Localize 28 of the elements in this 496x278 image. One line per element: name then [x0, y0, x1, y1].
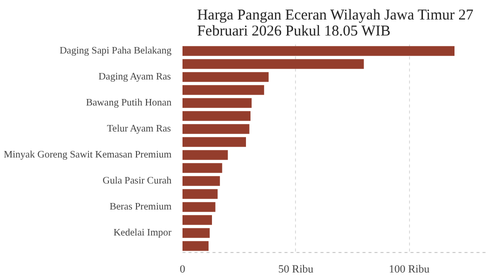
bar: [182, 163, 222, 173]
bar: [182, 241, 209, 251]
bar: [182, 72, 269, 82]
x-tick-label: 50 Ribu: [278, 264, 314, 276]
y-tick-label: Beras Premium: [110, 202, 172, 212]
bar: [182, 137, 246, 147]
bar: [182, 111, 250, 121]
y-tick-label: Gula Pasir Curah: [102, 176, 172, 186]
bar: [182, 228, 210, 238]
bar: [182, 215, 212, 225]
y-tick-label: Bawang Putih Honan: [86, 98, 172, 108]
bar: [182, 59, 364, 69]
bar: [182, 85, 264, 95]
bar: [182, 98, 252, 108]
bar: [182, 176, 220, 186]
y-tick-label: Kedelai Impor: [113, 228, 172, 238]
bar: [182, 202, 216, 212]
y-tick-label: Minyak Goreng Sawit Kemasan Premium: [4, 150, 172, 160]
x-tick-label: 100 Ribu: [388, 264, 430, 276]
bar: [182, 189, 218, 199]
bar: [182, 124, 250, 134]
chart-title: Harga Pangan Eceran Wilayah Jawa Timur 27 Februari 2026 Pukul 18.05 WIB: [197, 8, 474, 40]
bar: [182, 150, 228, 160]
y-tick-label: Daging Ayam Ras: [98, 72, 172, 82]
bar: [182, 46, 454, 56]
x-tick-label: 0: [180, 264, 186, 276]
y-tick-label: Telur Ayam Ras: [107, 124, 172, 134]
y-tick-label: Daging Sapi Paha Belakang: [60, 46, 172, 56]
